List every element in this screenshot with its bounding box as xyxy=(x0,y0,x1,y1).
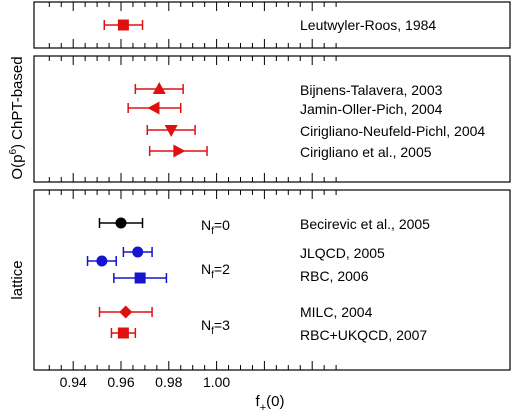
x-tick-label: 0.96 xyxy=(107,374,134,390)
nf-subscript: f xyxy=(211,270,214,281)
reference-label: RBC+UKQCD, 2007 xyxy=(300,327,427,343)
data-point xyxy=(103,19,144,31)
nf-label: Nf=3 xyxy=(201,317,230,337)
x-tick-label: 0.94 xyxy=(60,374,87,390)
data-point xyxy=(113,272,168,284)
reference-labels: Leutwyler-Roos, 1984 Bijnens-Talavera, 2… xyxy=(300,17,485,343)
nf-value: =2 xyxy=(214,261,230,277)
x-axis-label: f+(0) xyxy=(256,393,285,414)
nf-value: =3 xyxy=(214,317,230,333)
x-tick-label: 1.00 xyxy=(203,374,230,390)
point-marker xyxy=(147,101,160,115)
point-marker xyxy=(134,272,146,284)
x-axis-tick-labels: 0.94 0.96 0.98 1.00 xyxy=(60,374,231,390)
nf-value: =0 xyxy=(214,217,230,233)
reference-label: Cirigliano-Neufeld-Pichl, 2004 xyxy=(300,123,485,139)
reference-label: Jamin-Oller-Pich, 2004 xyxy=(300,101,443,117)
svg-text:Nf=2: Nf=2 xyxy=(201,261,230,281)
panel-label-lattice: lattice xyxy=(9,260,26,299)
point-marker xyxy=(173,144,186,158)
reference-label: RBC, 2006 xyxy=(300,268,369,284)
data-point xyxy=(98,217,144,229)
reference-label: JLQCD, 2005 xyxy=(300,245,385,261)
data-point xyxy=(122,246,153,258)
point-marker xyxy=(117,19,129,31)
panel-frame xyxy=(33,189,511,371)
point-marker xyxy=(96,255,108,267)
data-point xyxy=(86,255,117,267)
data-point xyxy=(127,101,182,115)
svg-text:Nf=3: Nf=3 xyxy=(201,317,230,337)
nf-label: Nf=0 xyxy=(201,217,230,237)
data-point xyxy=(134,82,184,94)
reference-label: Bijnens-Talavera, 2003 xyxy=(300,82,443,98)
point-marker xyxy=(164,125,178,137)
reference-label: Becirevic et al., 2005 xyxy=(300,216,430,232)
x-tick-label: 0.98 xyxy=(155,374,182,390)
reference-label: Cirigliano et al., 2005 xyxy=(300,144,432,160)
data-point xyxy=(148,144,208,158)
panel-frame xyxy=(33,55,511,183)
x-axis-ticks xyxy=(48,2,337,370)
data-points xyxy=(86,19,208,339)
data-point xyxy=(98,305,153,319)
data-point xyxy=(146,125,196,137)
data-point xyxy=(110,327,137,339)
point-marker xyxy=(119,305,133,319)
reference-label: MILC, 2004 xyxy=(300,304,373,320)
point-marker xyxy=(152,82,166,94)
reference-label: Leutwyler-Roos, 1984 xyxy=(300,17,436,33)
point-marker xyxy=(117,327,129,339)
nf-subscript: f xyxy=(211,226,214,237)
point-marker xyxy=(132,246,144,258)
panel-label-chpt: O(p6) ChPT-based xyxy=(8,56,26,179)
nf-subscript: f xyxy=(211,326,214,337)
svg-text:Nf=0: Nf=0 xyxy=(201,217,230,237)
nf-label: Nf=2 xyxy=(201,261,230,281)
point-marker xyxy=(115,217,127,229)
panel-frame xyxy=(33,1,511,49)
